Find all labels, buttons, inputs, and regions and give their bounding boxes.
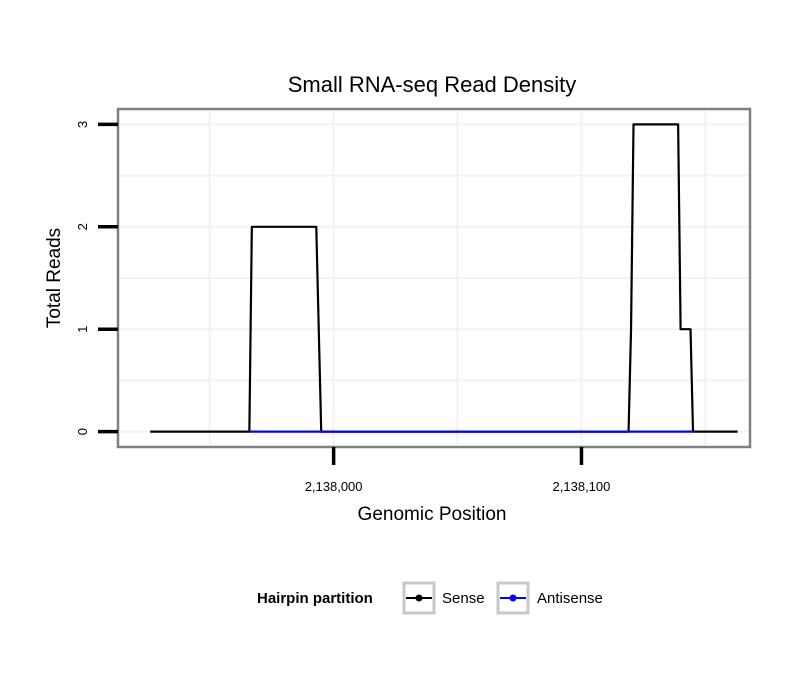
legend-label-sense: Sense xyxy=(442,590,485,607)
legend-title: Hairpin partition xyxy=(257,590,373,607)
panel-border xyxy=(116,107,752,449)
y-axis: 0 1 2 3 xyxy=(75,121,118,435)
legend-label-antisense: Antisense xyxy=(537,590,603,607)
legend-item-sense: Sense xyxy=(402,581,485,615)
legend-item-antisense: Antisense xyxy=(496,581,603,615)
x-axis-title: Genomic Position xyxy=(358,504,507,525)
plot-panel xyxy=(116,107,752,449)
x-tick-label: 2,138,100 xyxy=(553,479,611,494)
legend: Hairpin partition Sense Antisense xyxy=(257,581,603,615)
y-tick-label: 1 xyxy=(75,326,90,333)
y-tick-label: 0 xyxy=(75,428,90,435)
y-tick-label: 2 xyxy=(75,223,90,230)
y-tick-label: 3 xyxy=(75,121,90,128)
legend-marker-antisense xyxy=(509,594,517,602)
chart-title: Small RNA-seq Read Density xyxy=(288,72,577,97)
series-layer xyxy=(150,123,738,433)
x-tick-label: 2,138,000 xyxy=(305,479,363,494)
legend-marker-sense xyxy=(415,594,423,602)
x-axis: 2,138,000 2,138,100 xyxy=(305,447,611,494)
y-axis-title: Total Reads xyxy=(44,228,65,328)
series-line-sense xyxy=(150,123,738,433)
